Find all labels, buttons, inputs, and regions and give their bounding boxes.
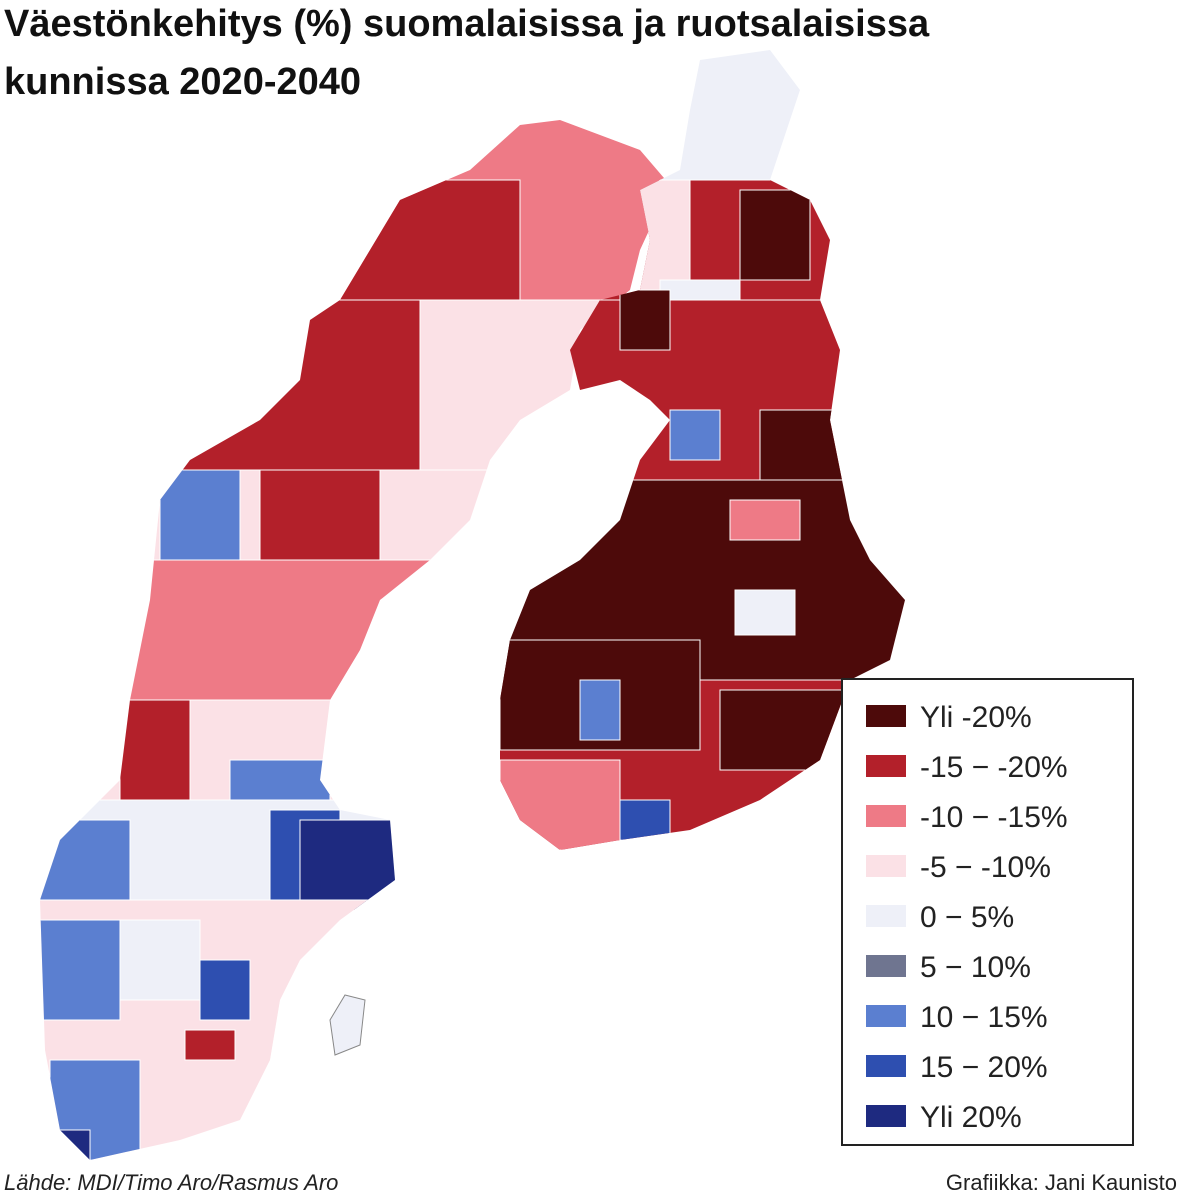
- legend-swatch: [866, 705, 906, 727]
- region: [729, 499, 801, 541]
- legend-swatch: [866, 1105, 906, 1127]
- region: [59, 1129, 91, 1160]
- legend: Yli -20% -15 − -20% -10 − -15% -5 − -10% 0 −…: [866, 701, 1068, 1134]
- region: [40, 120, 670, 301]
- region: [719, 689, 851, 771]
- legend-label: -10 − -15%: [920, 801, 1068, 834]
- region: [599, 50, 905, 181]
- source: Lähde: MDI/Timo Aro/Rasmus Aro: [4, 1170, 338, 1195]
- region: [759, 409, 851, 481]
- legend-label: -5 − -10%: [920, 851, 1051, 884]
- legend-swatch: [866, 905, 906, 927]
- legend-swatch: [866, 805, 906, 827]
- region: [619, 289, 671, 351]
- legend-label: Yli 20%: [920, 1101, 1022, 1134]
- legend-swatch: [866, 1055, 906, 1077]
- region: [559, 299, 905, 481]
- legend-label: -15 − -20%: [920, 751, 1068, 784]
- region: [619, 799, 671, 841]
- region: [739, 189, 811, 281]
- region: [734, 589, 796, 636]
- region: [40, 819, 131, 901]
- legend-label: 5 − 10%: [920, 951, 1031, 984]
- title: Väestönkehitys (%) suomalaisissa ja ruot…: [4, 3, 930, 45]
- region: [159, 469, 241, 561]
- region: [184, 1029, 236, 1061]
- gotland: [329, 994, 366, 1056]
- legend-label: 0 − 5%: [920, 901, 1014, 934]
- legend-swatch: [866, 755, 906, 777]
- region: [579, 679, 621, 741]
- legend-swatch: [866, 855, 906, 877]
- legend-swatch: [866, 1005, 906, 1027]
- region: [500, 759, 621, 850]
- region: [299, 819, 401, 911]
- region: [339, 179, 521, 301]
- legend-label: 10 − 15%: [920, 1001, 1048, 1034]
- region: [119, 919, 201, 1001]
- legend-label: Yli -20%: [920, 701, 1032, 734]
- credit: Grafiikka: Jani Kaunisto: [946, 1170, 1177, 1195]
- region: [40, 919, 121, 1021]
- legend-swatch: [866, 955, 906, 977]
- region: [40, 299, 421, 471]
- legend-label: 15 − 20%: [920, 1051, 1048, 1084]
- region: [49, 1059, 141, 1160]
- region: [669, 409, 721, 461]
- region: [199, 959, 251, 1021]
- title: kunnissa 2020-2040: [4, 61, 361, 103]
